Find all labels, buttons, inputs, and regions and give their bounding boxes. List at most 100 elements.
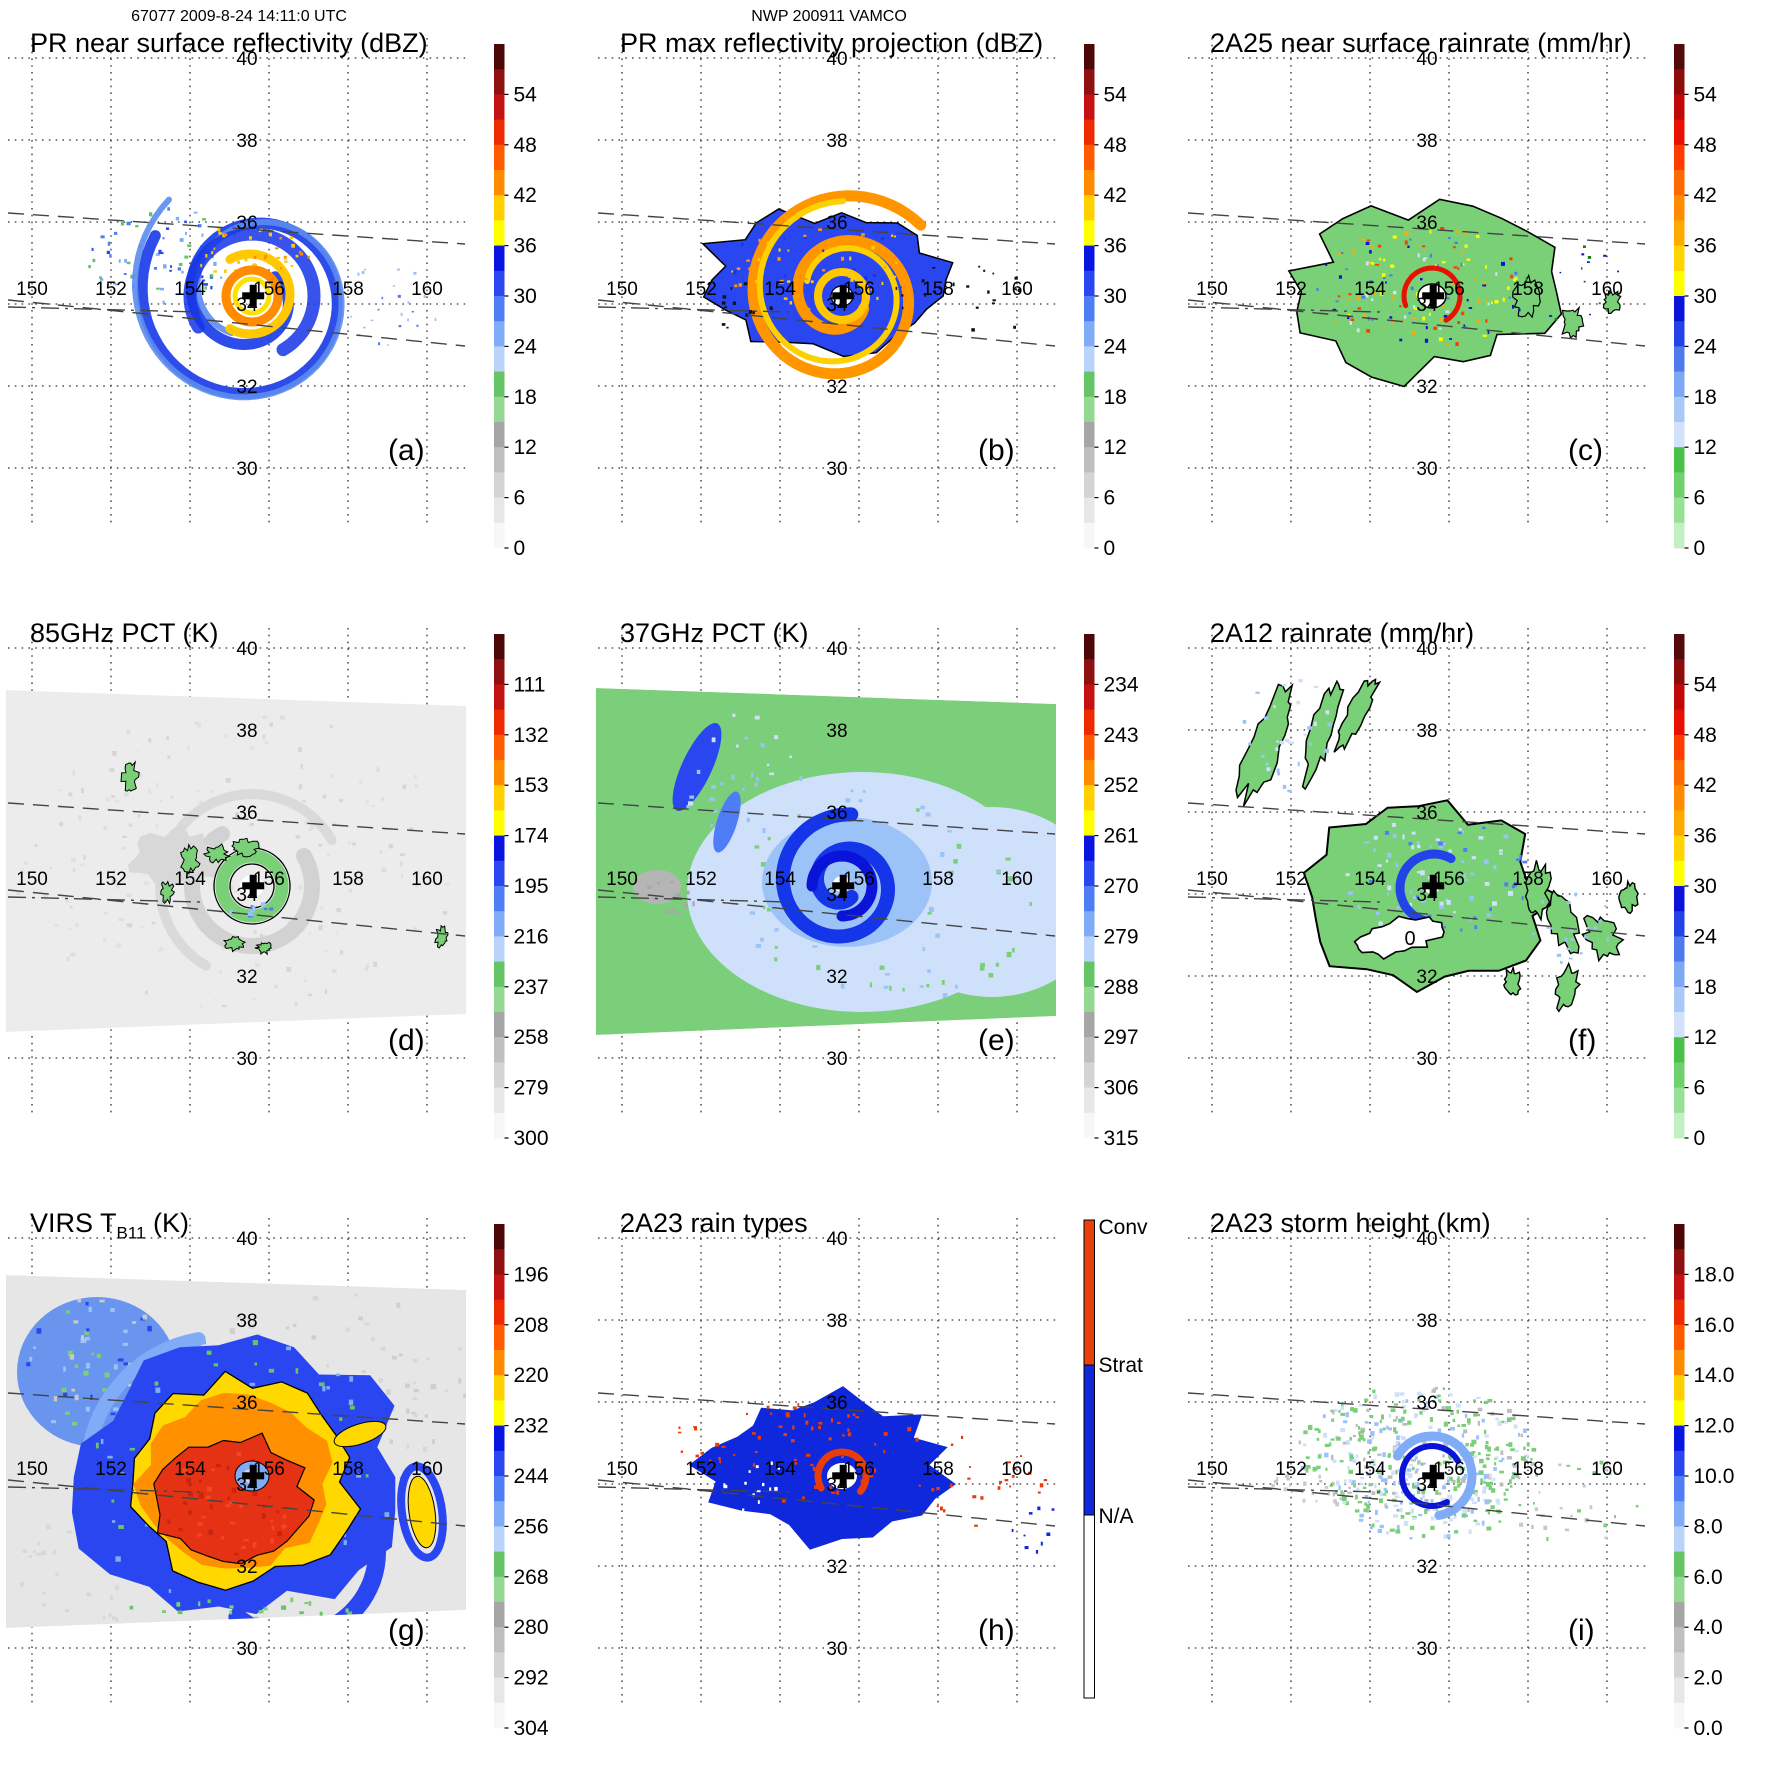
colorbar-tick-label: 54 — [1694, 673, 1718, 696]
colorbar-tick-label: 2.0 — [1694, 1667, 1723, 1690]
lat-label: 32 — [1416, 377, 1437, 398]
lat-label: 30 — [826, 459, 847, 480]
colorbar-tick-label: 0.0 — [1694, 1717, 1723, 1740]
lon-label: 150 — [1196, 869, 1228, 890]
lon-label: 154 — [1354, 1459, 1386, 1480]
colorbar-tick-label: 261 — [1104, 825, 1139, 848]
swath-boundary-lines — [597, 1392, 1056, 1527]
colorbar-tick-label: 48 — [1694, 134, 1717, 157]
lon-label: 160 — [1001, 869, 1033, 890]
colorbar-tick-label: 42 — [1694, 774, 1717, 797]
colorbar-tick-label: 258 — [514, 1026, 549, 1049]
colorbar-tick-label: 196 — [514, 1263, 549, 1286]
colorbar-tick-label: 12.0 — [1694, 1415, 1735, 1438]
panel-letter: (h) — [978, 1614, 1015, 1647]
panel-title: 2A25 near surface rainrate (mm/hr) — [1210, 28, 1632, 58]
panel-title: 2A23 rain types — [620, 1208, 808, 1238]
colorbar-tick-label: 6 — [1104, 487, 1116, 510]
map-svg-i: 150 152 154 156 158 16040383634323018.016.014… — [1187, 1218, 1735, 1740]
lon-label: 160 — [1001, 1459, 1033, 1480]
lon-label: 154 — [764, 279, 796, 300]
colorbar-tick-label: 292 — [514, 1667, 549, 1690]
swath-boundary-lines — [1187, 1392, 1646, 1527]
colorbar-tick-label: 304 — [514, 1717, 549, 1740]
lon-label: 150 — [16, 279, 48, 300]
lat-label: 40 — [826, 1229, 847, 1250]
storm-center-marker — [832, 874, 855, 897]
map-svg-e: 150 152 154 156 158 1604038363432302342432522… — [596, 628, 1139, 1150]
colorbar-category-label: Strat — [1099, 1354, 1144, 1377]
lon-label: 154 — [764, 869, 796, 890]
lon-label: 158 — [922, 869, 954, 890]
colorbar-tick-label: 12 — [1694, 1026, 1717, 1049]
panel-letter: (c) — [1568, 434, 1603, 467]
colorbar-tick-label: 280 — [514, 1616, 549, 1639]
panel-letter: (b) — [978, 434, 1015, 467]
lat-label: 38 — [236, 721, 257, 742]
colorbar-tick-label: 36 — [1104, 235, 1127, 258]
lat-label: 40 — [1416, 639, 1437, 660]
colorbar-tick-label: 234 — [1104, 673, 1139, 696]
swath-boundary-lines — [1187, 802, 1646, 937]
data-field — [1271, 1386, 1639, 1542]
colorbar-tick-label: 297 — [1104, 1026, 1139, 1049]
colorbar: 111 132 153 174 195 216 237 258 279 300 — [494, 634, 549, 1150]
colorbar-tick-label: 315 — [1104, 1127, 1139, 1150]
colorbar-tick-label: 54 — [514, 83, 538, 106]
colorbar-tick-label: 174 — [514, 825, 549, 848]
colorbar-tick-label: 208 — [514, 1314, 549, 1337]
colorbar-tick-label: 6.0 — [1694, 1566, 1723, 1589]
colorbar: 54 48 42 36 30 24 18 12 6 0 — [1674, 44, 1717, 560]
map-svg-g: 150 152 154 156 158 1604038363432301962082202… — [6, 1218, 549, 1740]
storm-center-marker — [1422, 284, 1445, 307]
colorbar-tick-label: 18 — [514, 386, 537, 409]
colorbar-tick-label: 16.0 — [1694, 1314, 1735, 1337]
storm-center-marker — [1422, 1464, 1445, 1487]
colorbar-tick-label: 30 — [1104, 285, 1127, 308]
lat-label: 36 — [826, 803, 847, 824]
colorbar-tick-label: 12 — [514, 436, 537, 459]
lat-label: 40 — [236, 639, 257, 660]
lon-label: 160 — [411, 279, 443, 300]
lon-label: 152 — [1275, 869, 1307, 890]
lon-label: 160 — [1591, 1459, 1623, 1480]
colorbar-tick-label: 42 — [514, 184, 537, 207]
swath-boundary-lines — [7, 802, 466, 937]
colorbar-tick-label: 216 — [514, 925, 549, 948]
colorbar-tick-label: 36 — [1694, 825, 1717, 848]
lon-label: 158 — [1512, 1459, 1544, 1480]
data-field — [88, 196, 437, 401]
lon-label: 154 — [174, 869, 206, 890]
colorbar-tick-label: 256 — [514, 1515, 549, 1538]
lat-label: 40 — [1416, 1229, 1437, 1250]
lat-label: 30 — [236, 459, 257, 480]
colorbar-tick-label: 232 — [514, 1415, 549, 1438]
lat-label: 32 — [826, 1557, 847, 1578]
lat-label: 32 — [236, 1557, 257, 1578]
lon-label: 152 — [95, 279, 127, 300]
lon-label: 152 — [685, 279, 717, 300]
storm-center-marker — [242, 284, 265, 307]
lon-label: 160 — [411, 1459, 443, 1480]
lat-label: 30 — [236, 1049, 257, 1070]
lon-label: 150 — [606, 279, 638, 300]
colorbar-tick-label: 0 — [1694, 1127, 1706, 1150]
lon-label: 152 — [685, 869, 717, 890]
colorbar-tick-label: 24 — [1694, 335, 1718, 358]
colorbar-tick-label: 48 — [1104, 134, 1127, 157]
lat-label: 38 — [236, 1311, 257, 1332]
colorbar-tick-label: 42 — [1104, 184, 1127, 207]
lon-label: 152 — [95, 869, 127, 890]
colorbar: 54 48 42 36 30 24 18 12 6 0 — [1674, 634, 1717, 1150]
colorbar-tick-label: 24 — [514, 335, 538, 358]
colorbar-tick-label: 18 — [1694, 976, 1717, 999]
panel-title: 2A23 storm height (km) — [1210, 1208, 1491, 1238]
colorbar-tick-label: 42 — [1694, 184, 1717, 207]
data-field — [6, 1275, 466, 1628]
lat-label: 32 — [1416, 1557, 1437, 1578]
colorbar: 234 243 252 261 270 279 288 297 306 315 — [1084, 634, 1139, 1150]
lon-label: 160 — [411, 869, 443, 890]
